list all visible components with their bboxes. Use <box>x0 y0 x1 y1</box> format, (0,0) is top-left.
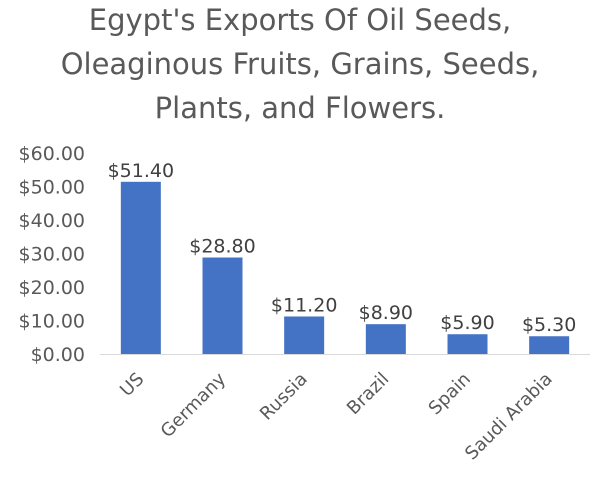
data-label: $51.40 <box>108 160 174 182</box>
x-tick-label: Brazil <box>343 369 393 419</box>
y-tick-label: $10.00 <box>19 311 85 333</box>
chart-title-line-2: Oleaginous Fruits, Grains, Seeds, <box>60 47 540 81</box>
x-tick-label: Germany <box>157 368 231 442</box>
data-label: $11.20 <box>271 294 337 316</box>
bar <box>284 316 325 354</box>
bar <box>447 334 488 354</box>
data-label: $28.80 <box>189 236 255 258</box>
bar <box>120 181 161 354</box>
bar <box>202 257 243 354</box>
bar <box>365 324 406 354</box>
chart-title-line-1: Egypt's Exports Of Oil Seeds, <box>88 3 512 37</box>
data-label: $8.90 <box>359 302 413 324</box>
x-tick-label: US <box>116 369 148 401</box>
y-tick-label: $40.00 <box>19 210 85 232</box>
y-tick-label: $30.00 <box>19 244 85 266</box>
y-tick-label: $20.00 <box>19 277 85 299</box>
chart-title-line-3: Plants, and Flowers. <box>154 91 446 125</box>
y-tick-label: $0.00 <box>31 344 85 366</box>
x-tick-label: Russia <box>256 369 312 425</box>
data-label: $5.90 <box>440 312 494 334</box>
y-tick-label: $60.00 <box>19 143 85 165</box>
y-tick-label: $50.00 <box>19 177 85 199</box>
data-label: $5.30 <box>522 314 576 336</box>
x-tick-label: Spain <box>425 369 475 419</box>
x-tick-label: Saudi Arabia <box>461 369 557 465</box>
bar <box>529 336 570 354</box>
